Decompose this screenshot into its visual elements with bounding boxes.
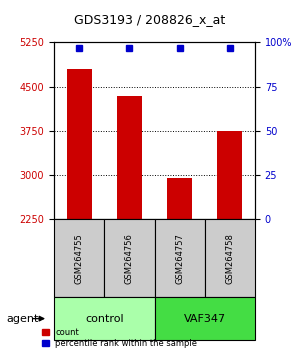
FancyBboxPatch shape [154, 219, 205, 297]
Text: GDS3193 / 208826_x_at: GDS3193 / 208826_x_at [74, 13, 226, 26]
Legend: count, percentile rank within the sample: count, percentile rank within the sample [40, 326, 199, 350]
FancyBboxPatch shape [54, 219, 104, 297]
Text: VAF347: VAF347 [184, 314, 226, 324]
Text: control: control [85, 314, 124, 324]
Bar [217, 131, 242, 219]
Bar [117, 96, 142, 219]
FancyBboxPatch shape [154, 297, 255, 340]
FancyBboxPatch shape [54, 297, 154, 340]
Text: GSM264758: GSM264758 [225, 233, 234, 284]
Text: GSM264756: GSM264756 [125, 233, 134, 284]
Bar [167, 178, 192, 219]
Bar [67, 69, 92, 219]
Text: agent: agent [6, 314, 38, 324]
Text: GSM264755: GSM264755 [75, 233, 84, 284]
FancyBboxPatch shape [205, 219, 255, 297]
Text: GSM264757: GSM264757 [175, 233, 184, 284]
FancyBboxPatch shape [104, 219, 154, 297]
